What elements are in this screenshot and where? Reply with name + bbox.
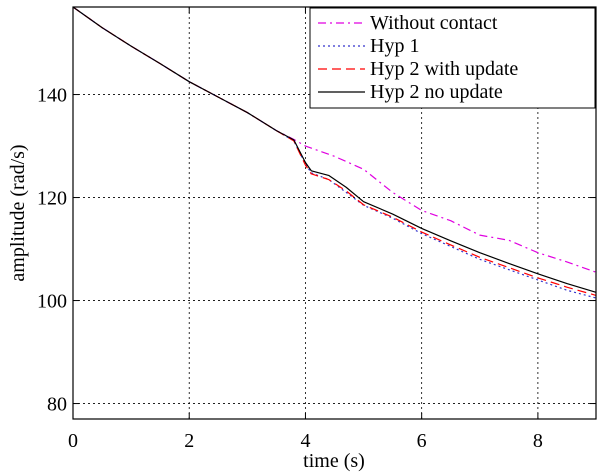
legend-label: Hyp 2 no update: [370, 81, 503, 103]
y-tick-label: 140: [37, 85, 67, 107]
legend-label: Hyp 1: [370, 35, 419, 57]
legend-box: [309, 7, 596, 109]
y-axis-label: amplitude (rad/s): [7, 144, 29, 281]
x-tick-label: 8: [533, 430, 543, 452]
x-tick-label: 2: [184, 430, 194, 452]
y-tick-label: 80: [47, 394, 67, 416]
y-tick-label: 120: [37, 188, 67, 210]
tick-labels: 0 2 4 6 8 80 100 120 140: [37, 85, 543, 452]
x-tick-label: 4: [300, 430, 310, 452]
series-line: [72, 6, 597, 293]
legend-label: Without contact: [370, 12, 498, 34]
legend-label: Hyp 2 with update: [370, 58, 518, 80]
plot-frame: [72, 6, 597, 420]
y-tick-label: 100: [37, 291, 67, 313]
series-layer: [72, 6, 597, 299]
x-axis-label: time (s): [303, 450, 365, 472]
x-tick-label: 0: [68, 430, 78, 452]
x-tick-label: 6: [417, 430, 427, 452]
